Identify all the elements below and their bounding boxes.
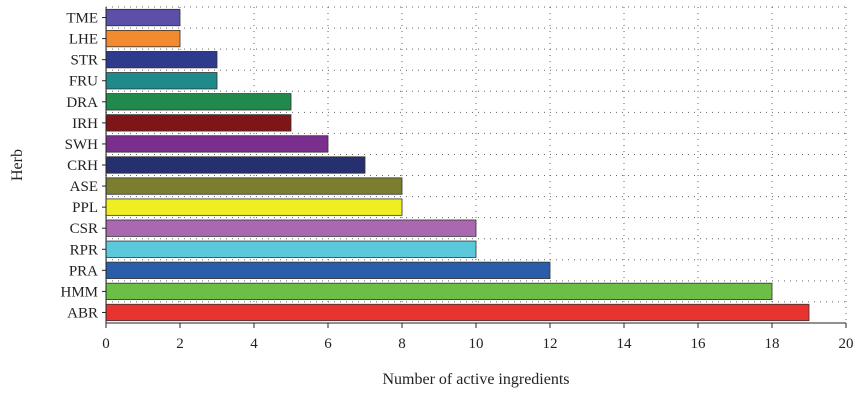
x-tick-label: 16 xyxy=(691,336,707,352)
bar-swh xyxy=(105,135,329,153)
x-tick-label: 18 xyxy=(765,336,780,352)
bar-str xyxy=(105,51,218,69)
x-tick-label: 20 xyxy=(839,336,854,352)
x-tick-label: 10 xyxy=(469,336,484,352)
category-label: SWH xyxy=(65,137,99,153)
bar-hmm xyxy=(105,282,773,301)
bar-ppl xyxy=(105,198,403,216)
bar-pra xyxy=(105,261,551,279)
category-label: TME xyxy=(66,11,98,27)
bar-lhe xyxy=(105,29,181,48)
bar-rpr xyxy=(105,240,477,258)
bars xyxy=(105,8,810,322)
x-tick-label: 6 xyxy=(324,336,332,352)
category-label: PRA xyxy=(69,263,98,279)
category-label: PPL xyxy=(72,200,98,216)
x-tick-label: 8 xyxy=(398,336,406,352)
x-tick-label: 2 xyxy=(176,336,184,352)
category-label: RPR xyxy=(70,242,98,258)
x-tick-label: 12 xyxy=(543,336,558,352)
x-axis-title: Number of active ingredients xyxy=(382,371,569,388)
category-label: FRU xyxy=(69,74,98,90)
bar-ase xyxy=(105,177,403,195)
y-axis-title: Herb xyxy=(9,149,26,181)
bar-csr xyxy=(105,219,477,237)
bar-dra xyxy=(105,93,292,111)
category-label: LHE xyxy=(69,32,98,48)
category-label: STR xyxy=(70,53,98,69)
bar-fru xyxy=(105,72,218,90)
category-label: IRH xyxy=(72,116,98,132)
category-label: ABR xyxy=(67,305,98,321)
x-tick-label: 0 xyxy=(102,336,110,352)
category-label: DRA xyxy=(66,95,98,111)
category-label: HMM xyxy=(60,284,98,300)
bar-crh xyxy=(105,156,366,174)
x-tick-label: 4 xyxy=(250,336,258,352)
bar-irh xyxy=(105,114,292,132)
category-labels: TME LHE STR FRU DRA IRH SWH CRH ASE PPL CSR RPR PRA H… xyxy=(60,11,106,321)
bar-abr xyxy=(105,303,810,322)
x-tick-label: 14 xyxy=(617,336,633,352)
category-label: ASE xyxy=(70,179,98,195)
x-tick-labels: 0 2 4 6 8 10 12 14 16 18 20 xyxy=(102,323,854,352)
category-label: CSR xyxy=(70,221,98,237)
category-label: CRH xyxy=(67,158,98,174)
bar-tme xyxy=(105,8,181,27)
